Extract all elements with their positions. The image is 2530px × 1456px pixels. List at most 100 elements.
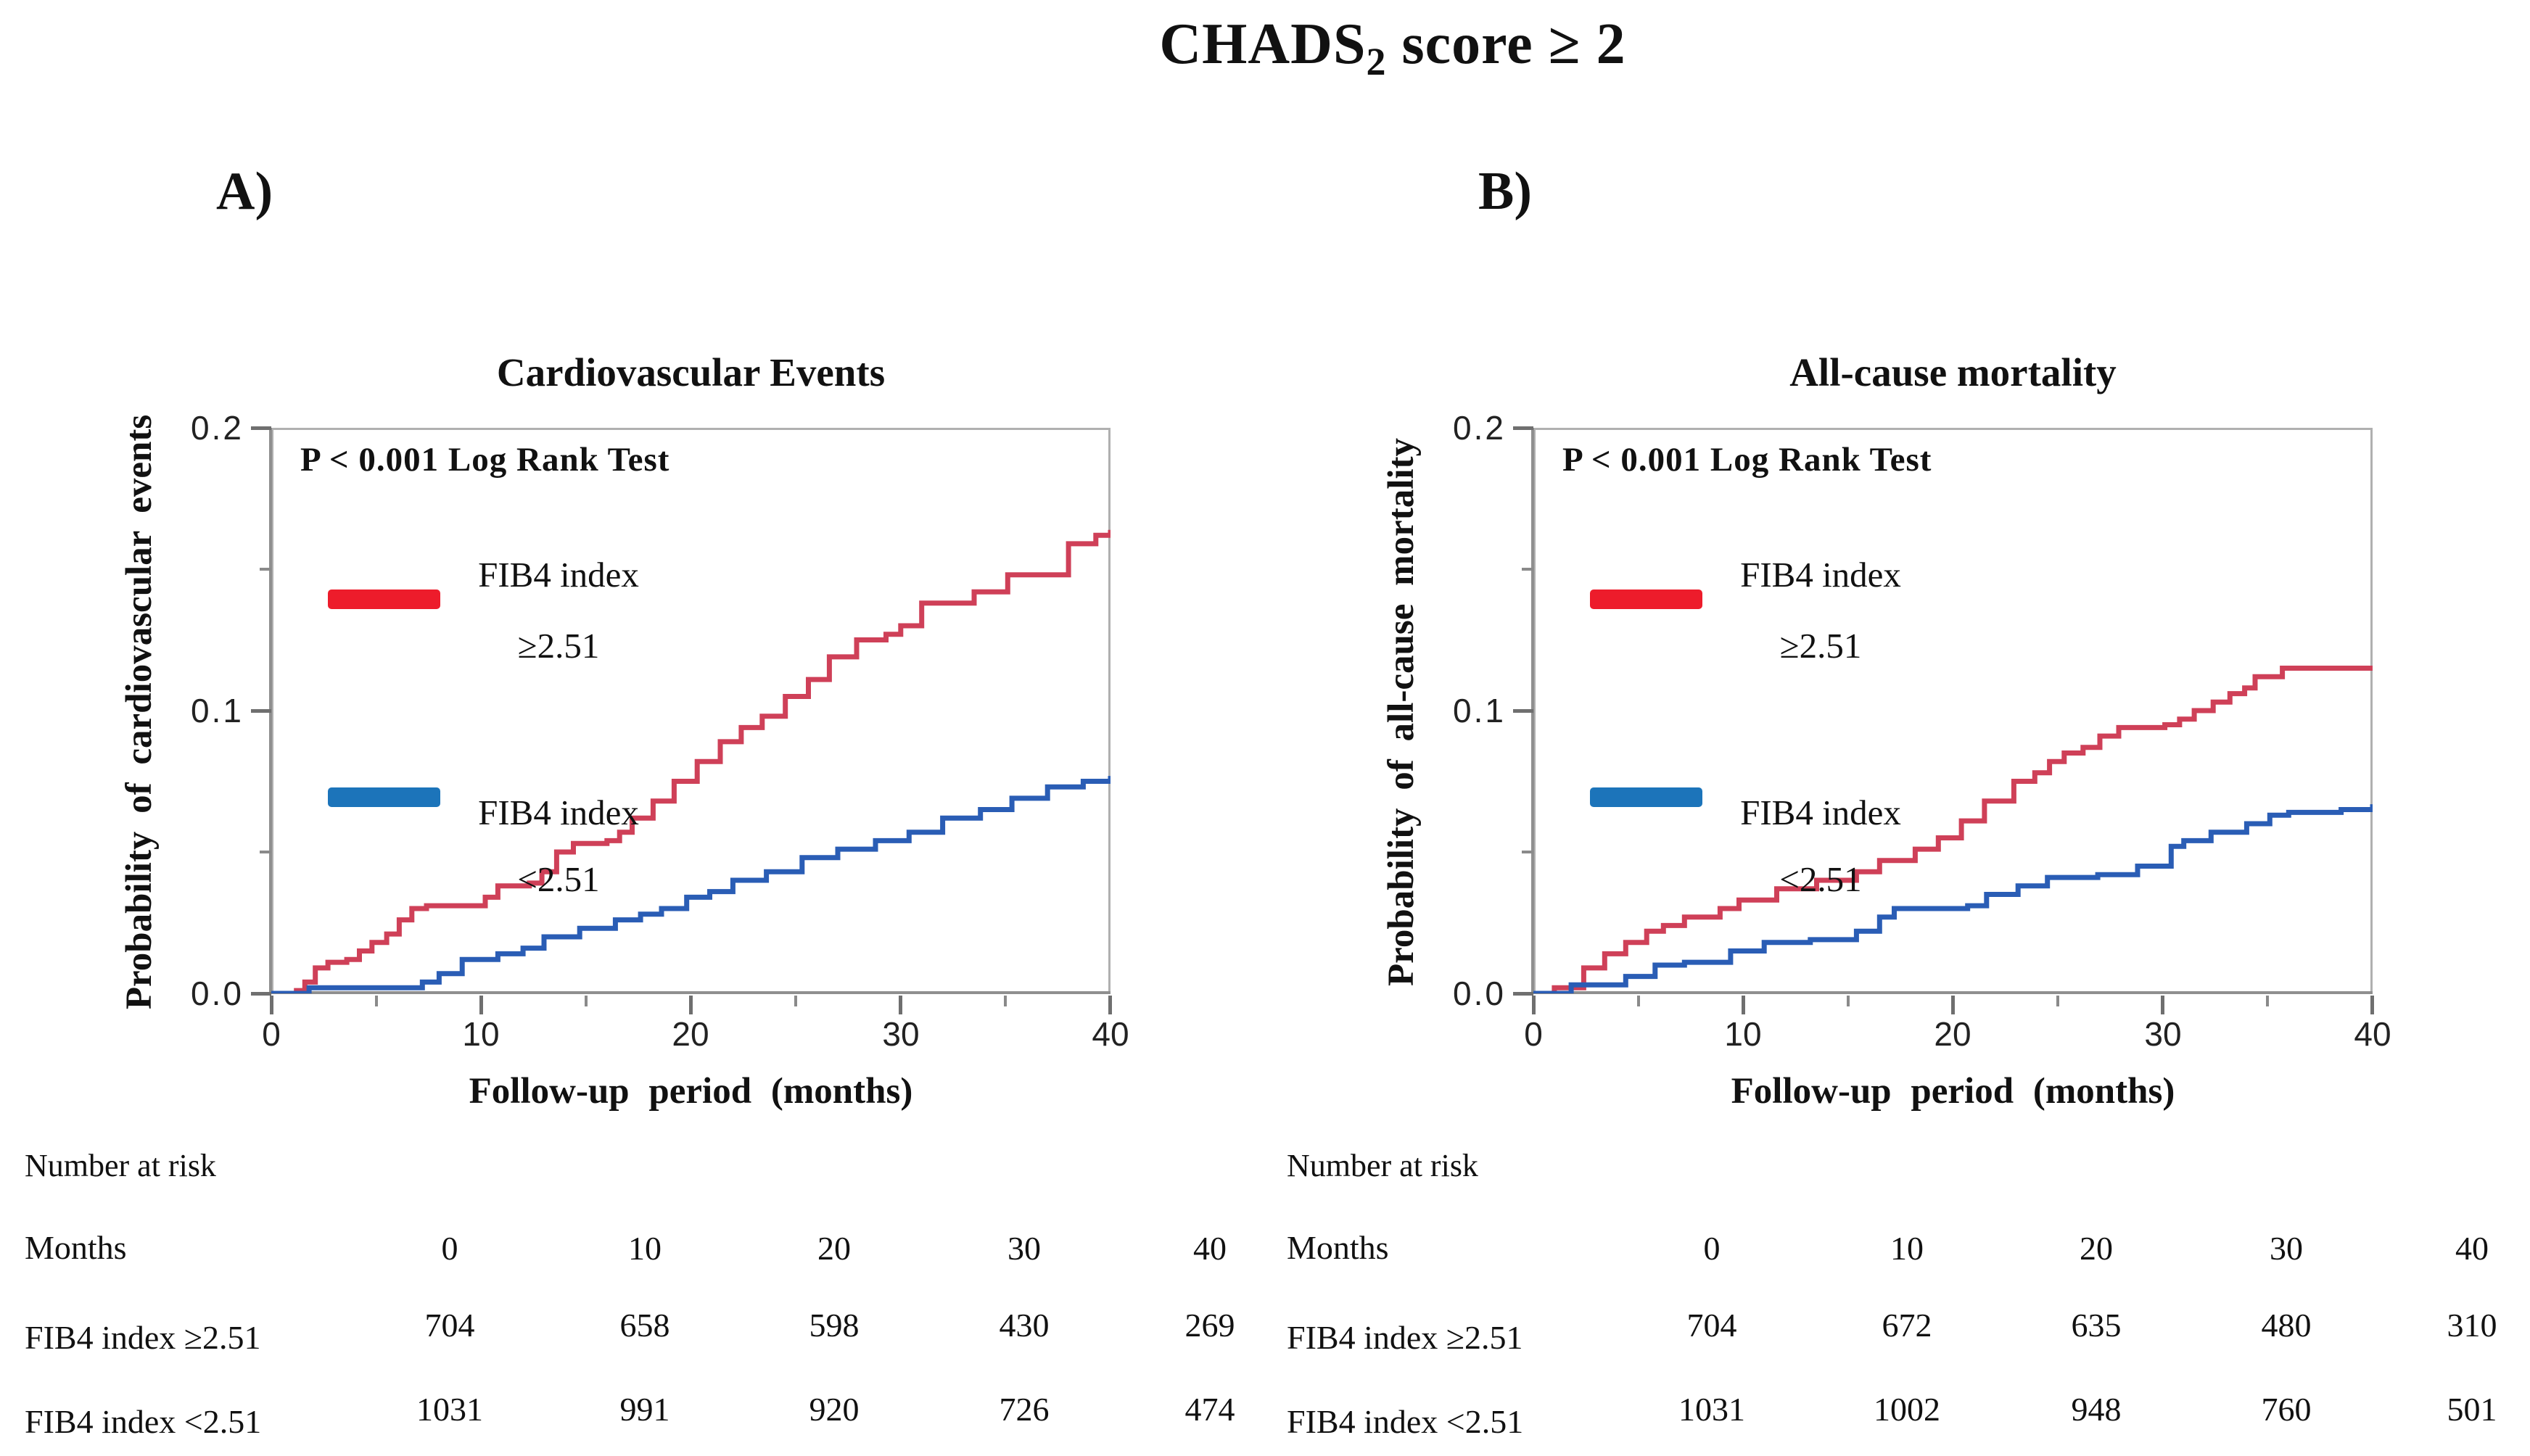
risk-col-header: 10 <box>1890 1230 1924 1267</box>
risk-row-label: FIB4 index ≥2.51 <box>25 1319 261 1356</box>
risk-col-header: 40 <box>1193 1230 1227 1267</box>
risk-col-header: 10 <box>628 1230 662 1267</box>
risk-value: 501 <box>2447 1391 2497 1428</box>
x-tick-label: 0 <box>262 1015 281 1053</box>
x-tick <box>2370 996 2374 1014</box>
panel-b-x-axis-line <box>1533 991 2373 994</box>
risk-col-header: 20 <box>2080 1230 2113 1267</box>
legend-label-red-line1: FIB4 index <box>1740 555 1901 595</box>
panel-b-x-axis-title: Follow-up period (months) <box>1731 1071 2175 1112</box>
legend-swatch-red <box>328 590 440 609</box>
x-tick-label: 20 <box>672 1015 709 1053</box>
legend-label-red-line1: FIB4 index <box>478 555 639 595</box>
y-tick <box>251 992 271 996</box>
risk-value: 474 <box>1184 1391 1235 1428</box>
x-tick-label: 10 <box>462 1015 500 1053</box>
y-tick-label: 0.0 <box>191 975 244 1012</box>
y-tick-label: 0.1 <box>1453 692 1506 729</box>
risk-col-header: 20 <box>817 1230 851 1267</box>
panel-b-plot-area <box>1533 428 2373 993</box>
x-minor-tick <box>794 996 797 1006</box>
risk-value: 480 <box>2261 1307 2312 1344</box>
x-minor-tick <box>1637 996 1640 1006</box>
panel-a: A) Cardiovascular Events Probability of … <box>25 162 1235 1440</box>
x-tick <box>270 996 273 1014</box>
risk-col-header: 40 <box>2455 1230 2489 1267</box>
x-minor-tick <box>1004 996 1007 1006</box>
risk-row-label: FIB4 index <2.51 <box>1287 1403 1524 1440</box>
x-tick-label: 30 <box>2144 1015 2182 1053</box>
risk-table-heading: Number at risk <box>1287 1148 1478 1183</box>
x-tick-label: 40 <box>2354 1015 2391 1053</box>
panel-b-chart-title: All-cause mortality <box>1789 350 2117 394</box>
x-minor-tick <box>2056 996 2059 1006</box>
risk-value: 430 <box>999 1307 1050 1344</box>
risk-value: 760 <box>2261 1391 2312 1428</box>
x-tick <box>2161 996 2164 1014</box>
risk-table-months-header: Months <box>1287 1229 1389 1266</box>
panel-a-x-axis-title: Follow-up period (months) <box>469 1071 913 1112</box>
y-tick-label: 0.0 <box>1453 975 1506 1012</box>
legend-label-blue-line2: <2.51 <box>1779 859 1862 899</box>
risk-value: 672 <box>1882 1307 1932 1344</box>
risk-row-label: FIB4 index ≥2.51 <box>1287 1319 1523 1356</box>
x-minor-tick <box>2266 996 2269 1006</box>
risk-value: 1031 <box>416 1391 483 1428</box>
risk-value: 658 <box>619 1307 670 1344</box>
y-tick <box>1513 426 1533 430</box>
y-minor-tick <box>1522 851 1533 853</box>
x-tick-label: 10 <box>1724 1015 1762 1053</box>
panel-b-letter: B) <box>1478 162 1532 221</box>
risk-value: 1002 <box>1874 1391 1940 1428</box>
risk-value: 726 <box>999 1391 1050 1428</box>
x-tick <box>1532 996 1536 1014</box>
panel-a-x-axis-line <box>271 991 1111 994</box>
legend-swatch-blue <box>1590 787 1702 807</box>
legend-label-red-line2: ≥2.51 <box>1779 626 1862 666</box>
legend-swatch-red <box>1590 590 1702 609</box>
x-tick <box>1951 996 1955 1014</box>
x-tick <box>479 996 483 1014</box>
panel-b-pvalue-annotation: P < 0.001 Log Rank Test <box>1562 441 1932 479</box>
figure-title-subscript: 2 <box>1366 40 1387 83</box>
legend-label-blue-line2: <2.51 <box>517 859 600 899</box>
y-tick <box>1513 709 1533 713</box>
x-minor-tick <box>375 996 378 1006</box>
risk-value: 704 <box>1686 1307 1737 1344</box>
x-tick <box>689 996 693 1014</box>
x-minor-tick <box>1847 996 1850 1006</box>
risk-value: 1031 <box>1678 1391 1745 1428</box>
x-tick <box>1108 996 1112 1014</box>
legend-label-blue-line1: FIB4 index <box>1740 793 1901 832</box>
legend-label-blue-line1: FIB4 index <box>478 793 639 832</box>
risk-row-label: FIB4 index <2.51 <box>25 1403 262 1440</box>
risk-col-header: 0 <box>1703 1230 1721 1267</box>
figure-title-prefix: CHADS <box>1159 12 1367 76</box>
x-tick-label: 0 <box>1524 1015 1543 1053</box>
x-tick <box>1742 996 1745 1014</box>
figure-title-suffix: score ≥ 2 <box>1386 12 1626 76</box>
risk-table-months-header: Months <box>25 1229 127 1266</box>
panel-a-pvalue-annotation: P < 0.001 Log Rank Test <box>300 441 670 479</box>
risk-value: 991 <box>619 1391 670 1428</box>
panel-b-survival-curves <box>1533 666 2373 993</box>
y-tick-label: 0.2 <box>1453 409 1506 447</box>
y-tick <box>1513 992 1533 996</box>
y-tick <box>251 426 271 430</box>
risk-col-header: 30 <box>2270 1230 2303 1267</box>
y-tick-label: 0.1 <box>191 692 244 729</box>
panel-a-chart-title: Cardiovascular Events <box>496 350 886 394</box>
y-tick-label: 0.2 <box>191 409 244 447</box>
figure-title: CHADS2 score ≥ 2 <box>255 12 2530 83</box>
panel-a-survival-curves <box>271 529 1111 993</box>
legend-swatch-blue <box>328 787 440 807</box>
risk-value: 269 <box>1184 1307 1235 1344</box>
panel-b: B) All-cause mortality Probability of al… <box>1262 0 2530 1456</box>
x-tick-label: 20 <box>1934 1015 1971 1053</box>
risk-value: 635 <box>2071 1307 2122 1344</box>
y-minor-tick <box>260 568 271 571</box>
panel-a-letter: A) <box>216 162 273 221</box>
risk-value: 310 <box>2447 1307 2497 1344</box>
y-minor-tick <box>1522 568 1533 571</box>
